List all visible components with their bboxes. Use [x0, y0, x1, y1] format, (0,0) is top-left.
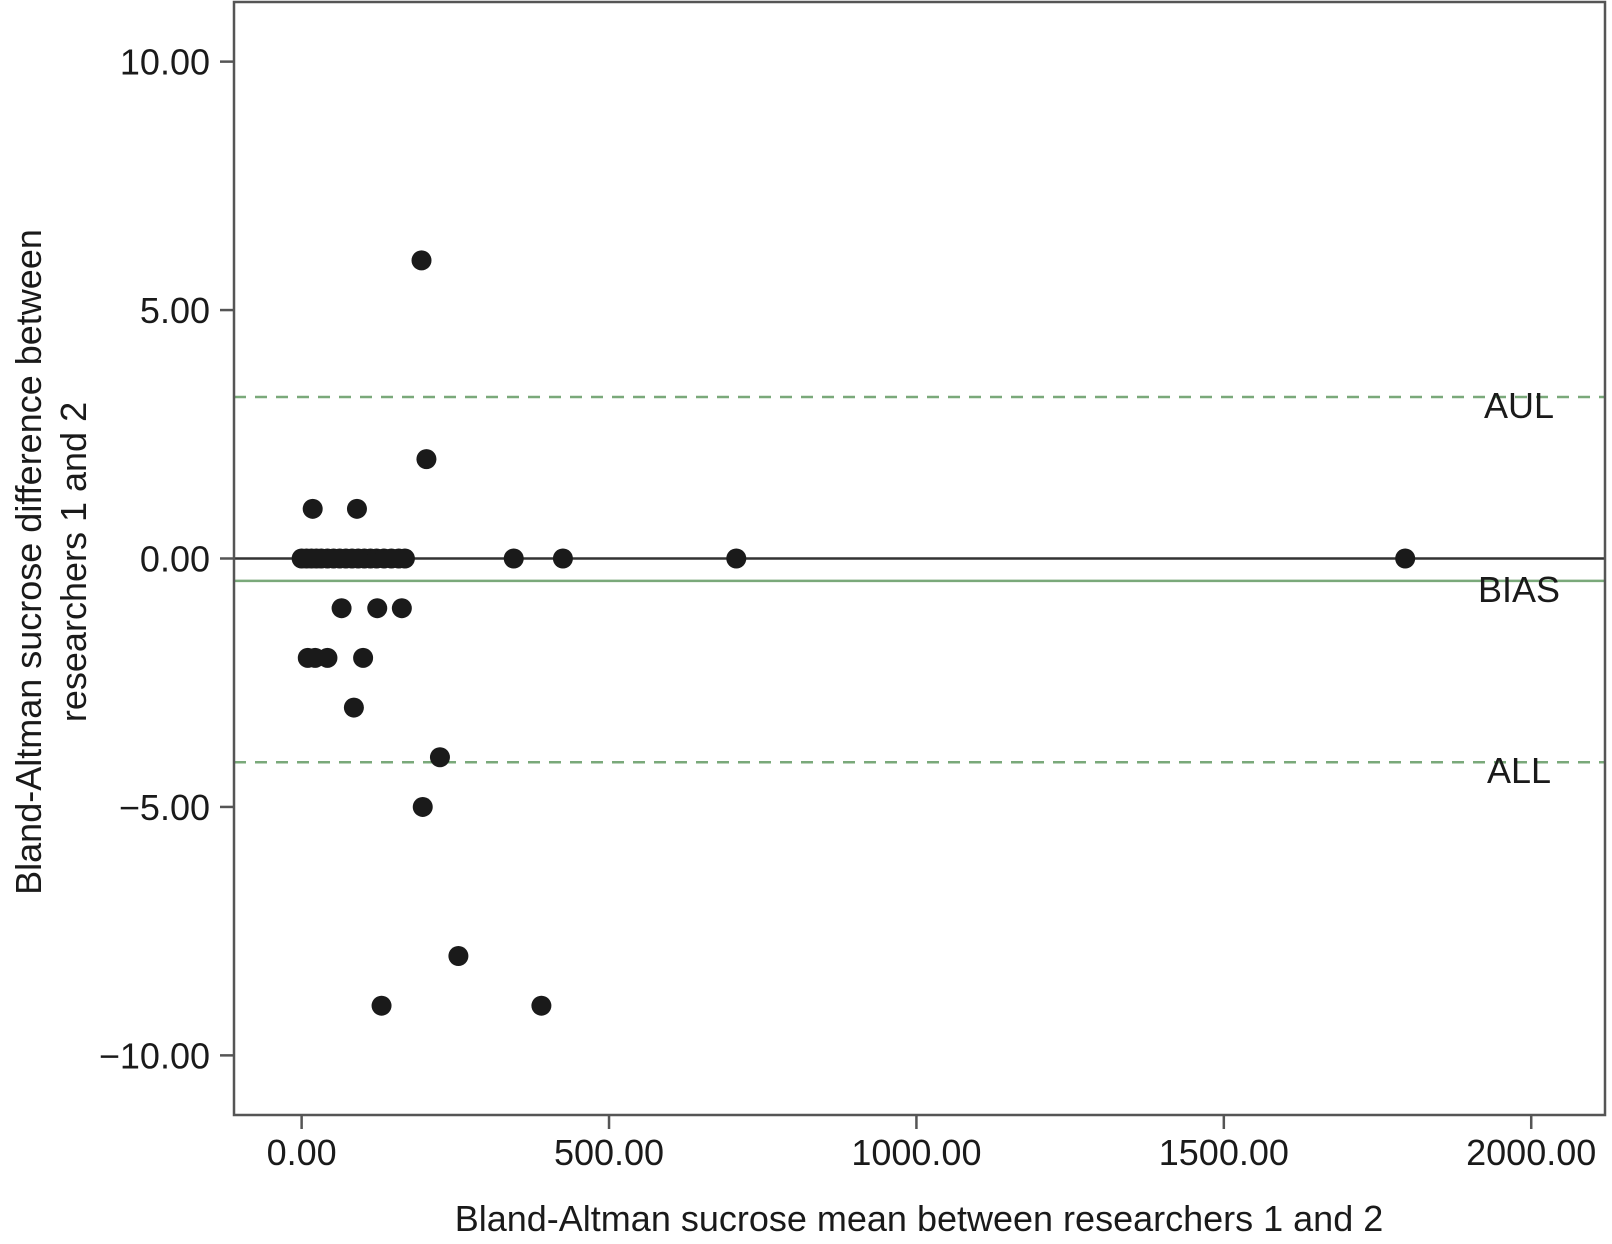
data-point — [448, 946, 469, 966]
x-tick-label: 0.00 — [267, 1132, 337, 1173]
data-point — [317, 647, 338, 668]
y-tick-label: −5.00 — [119, 787, 210, 828]
y-axis-title-line-1: Bland-Altman sucrose difference between — [8, 229, 49, 895]
ref-label-bias: BIAS — [1478, 569, 1560, 610]
data-point — [343, 697, 364, 718]
x-tick-label: 2000.00 — [1466, 1132, 1596, 1173]
ref-label-all: ALL — [1487, 750, 1551, 791]
y-axis-title-line-2: researchers 1 and 2 — [53, 402, 94, 722]
data-point — [1395, 548, 1416, 569]
data-point — [346, 498, 367, 519]
y-tick-label: 0.00 — [140, 539, 210, 580]
data-point — [411, 250, 432, 271]
y-tick-label: −10.00 — [99, 1035, 210, 1076]
reference-line-labels: AUL BIAS ALL — [1478, 385, 1560, 791]
x-tick-label: 500.00 — [554, 1132, 664, 1173]
data-point — [416, 449, 437, 470]
reference-lines — [234, 395, 1605, 764]
data-point — [302, 498, 323, 519]
data-point — [412, 796, 433, 817]
data-point — [371, 995, 392, 1016]
data-point — [531, 995, 552, 1016]
x-axis-title: Bland-Altman sucrose mean between resear… — [455, 1198, 1384, 1239]
y-tick-label: 5.00 — [140, 290, 210, 331]
data-point — [726, 548, 747, 569]
data-point — [391, 598, 412, 619]
data-point — [429, 747, 450, 768]
x-tick-label: 1500.00 — [1159, 1132, 1289, 1173]
data-point — [394, 548, 415, 569]
data-point — [503, 548, 524, 569]
data-point — [552, 548, 573, 569]
y-axis: 10.00 5.00 0.00 −5.00 −10.00 — [99, 42, 234, 1076]
y-tick-label: 10.00 — [120, 42, 210, 83]
data-points — [291, 250, 1416, 1016]
data-point — [353, 647, 374, 668]
ref-label-aul: AUL — [1484, 385, 1554, 426]
x-axis: 0.00 500.00 1000.00 1500.00 2000.00 — [267, 1115, 1596, 1173]
x-tick-label: 1000.00 — [851, 1132, 981, 1173]
data-point — [331, 598, 352, 619]
data-point — [367, 598, 388, 619]
